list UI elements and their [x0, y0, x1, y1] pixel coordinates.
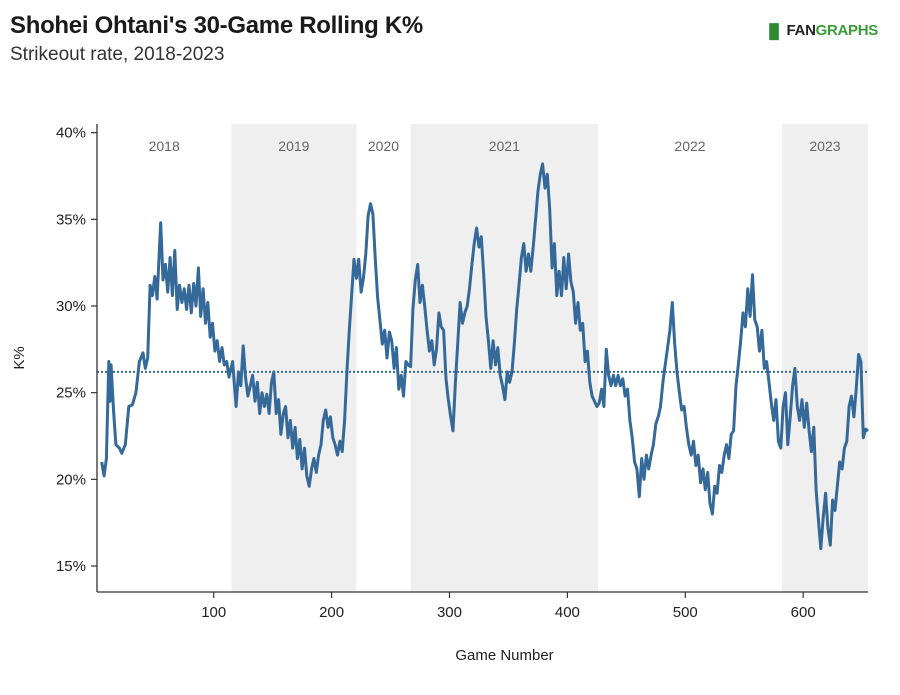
season-label-2023: 2023 [809, 138, 840, 154]
chart-title: Shohei Ohtani's 30-Game Rolling K% [10, 12, 423, 39]
fangraphs-logo-icon: ▐▌ [764, 22, 784, 39]
logo-text-green: GRAPHS [815, 22, 879, 39]
y-tick-label: 15% [56, 558, 86, 575]
season-label-2019: 2019 [278, 138, 309, 154]
y-tick-label: 30% [56, 298, 86, 315]
fangraphs-logo: ▐▌ FAN GRAPHS [764, 22, 878, 39]
logo-text-dark: FAN [786, 22, 816, 39]
season-label-2018: 2018 [149, 138, 180, 154]
x-axis-ticks: 100 200 300 400 500 600 [201, 592, 816, 621]
season-band-2019 [231, 124, 357, 592]
season-label-2022: 2022 [674, 138, 705, 154]
x-axis-title: Game Number [455, 647, 553, 664]
season-band-2023 [781, 124, 868, 592]
y-tick-label: 40% [56, 125, 86, 142]
season-label-2020: 2020 [368, 138, 399, 154]
x-tick-label: 300 [437, 604, 462, 621]
y-tick-label: 25% [56, 385, 86, 402]
series-line-k-percent [100, 162, 869, 551]
x-tick-label: 600 [791, 604, 816, 621]
y-tick-label: 20% [56, 471, 86, 488]
y-tick-label: 35% [56, 211, 86, 228]
season-labels: 2018 2019 2020 2021 2022 2023 [149, 138, 841, 154]
x-tick-label: 200 [319, 604, 344, 621]
axes [96, 124, 868, 593]
season-band-2021 [410, 124, 599, 592]
x-tick-label: 100 [201, 604, 226, 621]
x-tick-label: 400 [555, 604, 580, 621]
season-label-2021: 2021 [489, 138, 520, 154]
y-axis-title: K% [11, 346, 28, 369]
chart-subtitle: Strikeout rate, 2018-2023 [10, 44, 225, 65]
y-axis-ticks: 15% 20% 25% 30% 35% 40% [56, 125, 97, 575]
x-tick-label: 500 [673, 604, 698, 621]
